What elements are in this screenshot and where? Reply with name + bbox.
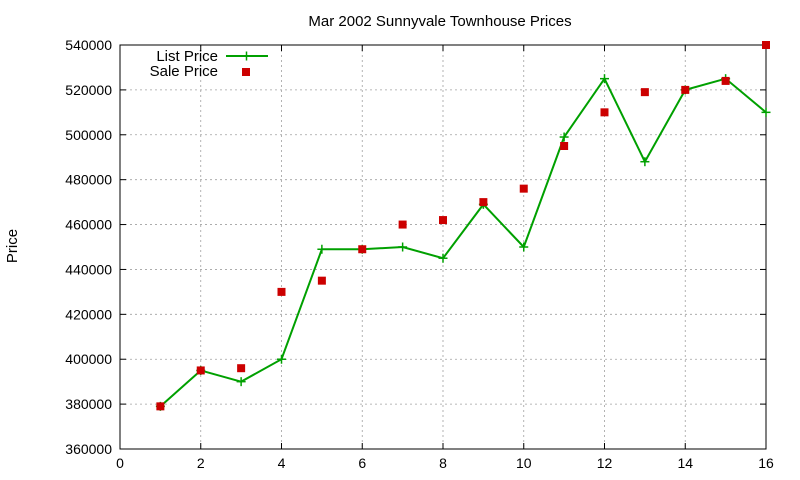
y-tick-label: 440000 <box>65 261 112 277</box>
list-price-point <box>761 107 771 117</box>
sale-price-point <box>156 402 165 411</box>
list-price-point <box>277 354 286 364</box>
legend: List Price Sale Price <box>150 48 268 80</box>
sale-price-point <box>681 85 690 94</box>
y-axis-label: Price <box>4 229 21 263</box>
sale-price-point <box>519 184 528 193</box>
sale-price-point <box>196 366 205 375</box>
y-tick-label: 520000 <box>65 82 112 98</box>
x-tick-label: 6 <box>358 455 366 471</box>
y-tick-label: 420000 <box>65 306 112 322</box>
y-tick-label: 380000 <box>65 396 112 412</box>
sale-price-point <box>317 276 326 285</box>
sale-price-point <box>398 220 407 229</box>
y-tick-label: 400000 <box>65 351 112 367</box>
x-tick-label: 8 <box>439 455 447 471</box>
data-series <box>155 41 771 411</box>
list-price-point <box>559 132 569 142</box>
list-price-point <box>438 253 448 263</box>
list-price-point <box>398 242 408 252</box>
plot-area-border <box>119 44 767 450</box>
sale-price-point <box>721 76 730 85</box>
x-tick-label: 2 <box>197 455 205 471</box>
y-tick-label: 540000 <box>65 37 112 53</box>
sale-price-point <box>479 198 488 207</box>
x-tick-label: 14 <box>677 455 693 471</box>
list-price-point <box>236 377 246 387</box>
x-tick-label: 12 <box>597 455 613 471</box>
sale-price-point <box>560 142 569 150</box>
list-price-line <box>159 76 767 408</box>
sale-price-point <box>600 108 609 117</box>
legend-markers <box>226 51 268 76</box>
sale-price-point <box>237 364 246 373</box>
legend-label-sale-price: Sale Price <box>150 63 218 80</box>
sale-price-point <box>277 287 286 296</box>
y-tick-label: 360000 <box>65 441 112 457</box>
list-price-point <box>640 157 650 167</box>
y-tick-label: 460000 <box>65 217 112 233</box>
x-tick-label: 0 <box>116 455 124 471</box>
grid-lines <box>120 45 766 449</box>
sale-price-point <box>439 216 447 225</box>
y-tick-label: 480000 <box>65 172 112 188</box>
legend-sale-price-marker <box>242 68 250 76</box>
x-tick-label: 16 <box>758 455 774 471</box>
sale-price-point <box>640 88 649 97</box>
y-tick-label: 500000 <box>65 127 112 143</box>
legend-label-list-price: List Price <box>156 48 218 65</box>
x-tick-label: 4 <box>278 455 286 471</box>
chart-title: Mar 2002 Sunnyvale Townhouse Prices <box>308 13 571 30</box>
list-price-point <box>317 244 327 254</box>
list-price-point <box>519 242 529 252</box>
sale-price-point <box>762 41 770 49</box>
axis-ticks: 0 2 4 6 8 10 12 14 16 360000 380000 400000 420000 440… <box>65 37 774 471</box>
x-tick-label: 10 <box>516 455 532 471</box>
list-price-point <box>600 74 609 84</box>
sale-price-point <box>358 245 367 254</box>
